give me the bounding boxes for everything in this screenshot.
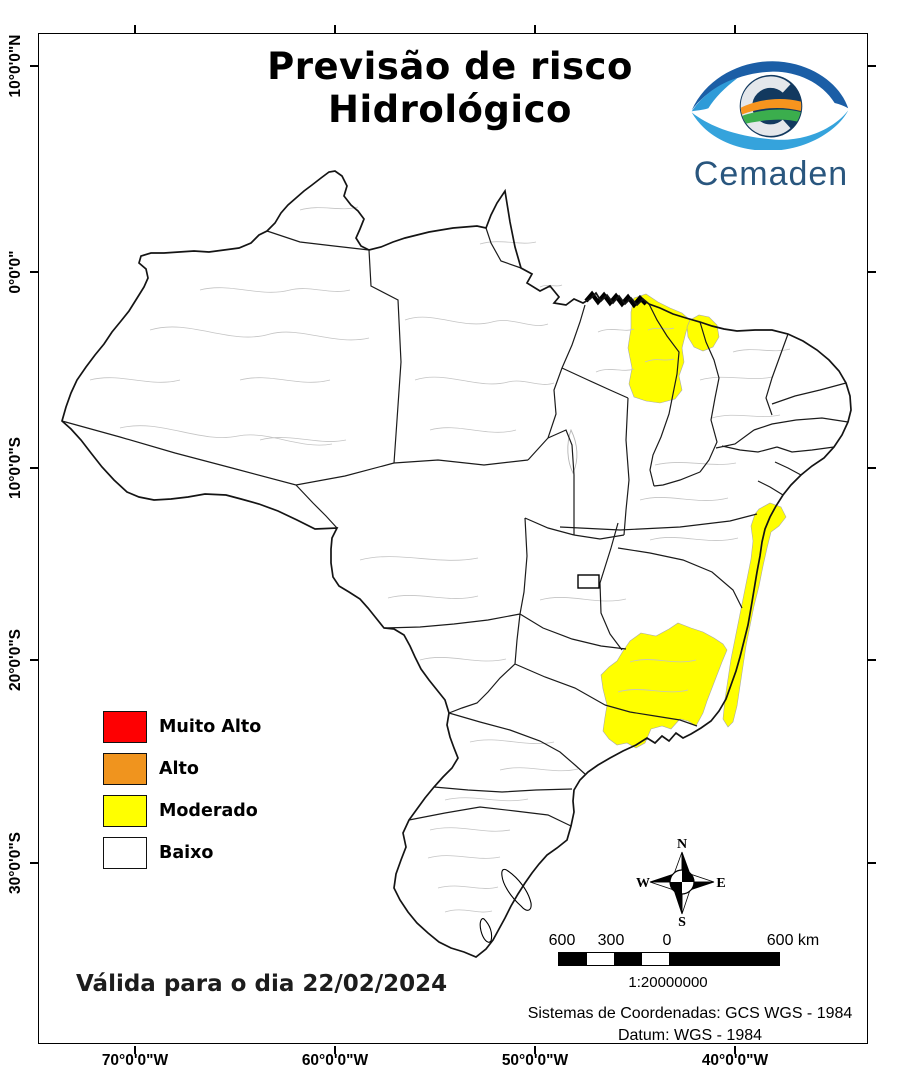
axis-tick xyxy=(30,467,38,469)
axis-tick xyxy=(30,862,38,864)
latitude-label: 10°0'0"S xyxy=(7,436,24,500)
axis-tick xyxy=(868,659,876,661)
axis-tick xyxy=(534,1046,536,1054)
latitude-label: 30°0'0"S xyxy=(7,831,24,895)
axis-tick xyxy=(734,1046,736,1054)
longitude-label: 50°0'0"W xyxy=(501,1052,569,1069)
axis-tick xyxy=(30,271,38,273)
moderate-risk-region-east-coast xyxy=(722,502,787,728)
latitude-label: 0°0'0" xyxy=(7,250,24,294)
distrito-federal-outline xyxy=(577,574,600,589)
scale-bar-segment xyxy=(669,953,779,965)
axis-tick xyxy=(334,1046,336,1054)
brazil-border xyxy=(61,170,852,958)
legend-row-baixo: Baixo xyxy=(103,837,261,869)
scale-label-0: 0 xyxy=(662,932,672,949)
coordinate-system-attribution: Sistemas de Coordenadas: GCS WGS - 1984 … xyxy=(460,1003,903,1046)
legend-label-muito-alto: Muito Alto xyxy=(159,717,262,737)
axis-tick xyxy=(134,25,136,33)
legend-row-alto: Alto xyxy=(103,753,261,785)
compass-south-label: S xyxy=(678,915,686,928)
latitude-label: 10°0'0"N xyxy=(7,34,24,98)
longitude-label: 70°0'0"W xyxy=(101,1052,169,1069)
axis-tick xyxy=(134,1046,136,1054)
map-frame xyxy=(38,33,868,1044)
page-title-line1: Previsão de risco xyxy=(267,45,633,88)
legend-row-muito-alto: Muito Alto xyxy=(103,711,261,743)
legend-swatch-alto xyxy=(103,753,147,785)
scale-bar-segment xyxy=(559,953,587,965)
scale-bar-segment xyxy=(641,953,669,965)
scale-ratio: 1:20000000 xyxy=(628,974,708,991)
legend-label-baixo: Baixo xyxy=(159,843,214,863)
risk-legend: Muito Alto Alto Moderado Baixo xyxy=(103,711,261,879)
axis-tick xyxy=(868,65,876,67)
scale-bar-segment xyxy=(586,953,614,965)
axis-tick xyxy=(734,25,736,33)
cemaden-eye-icon xyxy=(691,61,849,151)
validity-note: Válida para o dia 22/02/2024 xyxy=(76,971,448,997)
legend-swatch-muito-alto xyxy=(103,711,147,743)
compass-rose-icon: N S W E xyxy=(636,837,726,928)
longitude-label: 40°0'0"W xyxy=(701,1052,769,1069)
scale-bar xyxy=(558,952,780,966)
legend-swatch-baixo xyxy=(103,837,147,869)
axis-tick xyxy=(30,65,38,67)
compass-west-label: W xyxy=(636,876,650,891)
scale-label-300: 300 xyxy=(597,932,625,949)
axis-tick xyxy=(868,271,876,273)
compass-north-label: N xyxy=(677,837,687,852)
axis-tick xyxy=(534,25,536,33)
state-boundaries-southeast xyxy=(383,513,758,827)
compass-east-label: E xyxy=(716,876,725,891)
scale-label-600-left: 600 xyxy=(548,932,576,949)
legend-row-moderado: Moderado xyxy=(103,795,261,827)
axis-tick xyxy=(868,862,876,864)
scale-label-600-km: 600 km xyxy=(766,932,820,949)
moderate-risk-region-southeast xyxy=(600,622,728,749)
legend-swatch-moderado xyxy=(103,795,147,827)
state-boundaries-north xyxy=(61,227,529,529)
axis-tick xyxy=(30,659,38,661)
page-title-line2: Hidrológico xyxy=(328,87,572,131)
moderate-risk-region-north xyxy=(627,293,691,404)
latitude-label: 20°0'0"S xyxy=(7,628,24,692)
attribution-line2: Datum: WGS - 1984 xyxy=(617,1026,763,1044)
axis-tick xyxy=(868,467,876,469)
longitude-label: 60°0'0"W xyxy=(301,1052,369,1069)
attribution-line1: Sistemas de Coordenadas: GCS WGS - 1984 xyxy=(527,1005,853,1022)
municipality-boundaries xyxy=(89,206,791,913)
coastal-lagoons xyxy=(479,868,532,943)
legend-label-moderado: Moderado xyxy=(159,801,258,821)
scale-bar-segment xyxy=(614,953,642,965)
state-boundaries-northeast xyxy=(527,303,849,540)
cemaden-logo: Cemaden xyxy=(676,54,866,194)
cemaden-logo-text: Cemaden xyxy=(693,155,849,193)
legend-label-alto: Alto xyxy=(159,759,199,779)
page-title: Previsão de risco Hidrológico xyxy=(120,45,780,132)
axis-tick xyxy=(334,25,336,33)
